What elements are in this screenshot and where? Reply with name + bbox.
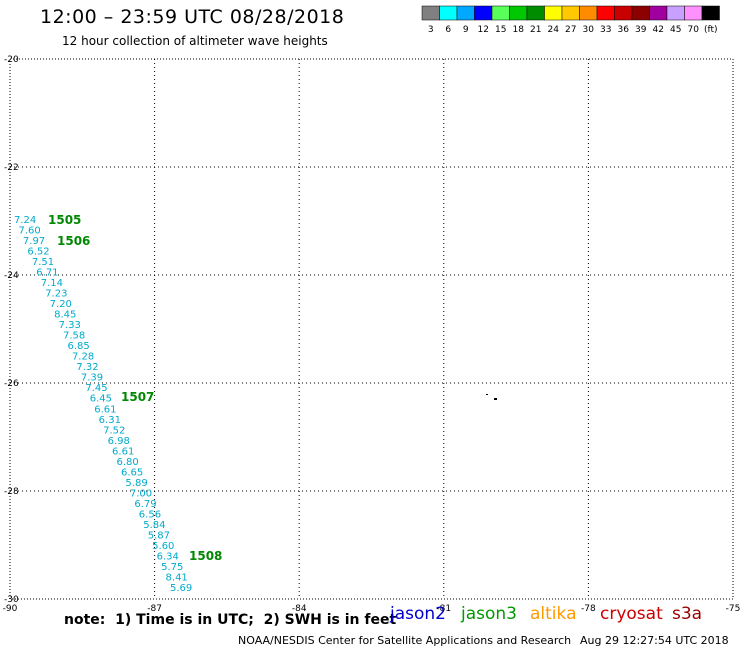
legend-label: 3: [428, 25, 434, 35]
chart-subtitle: 12 hour collection of altimeter wave hei…: [62, 34, 328, 48]
wave-height-value: 7.00: [130, 488, 152, 499]
satellite-cryosat: cryosat: [600, 604, 663, 624]
wave-height-value: 5.60: [152, 541, 174, 552]
latitude-label: -24: [4, 271, 19, 281]
longitude-label: -75: [726, 604, 740, 614]
wave-height-value: 6.85: [67, 341, 89, 352]
wave-height-value: 7.28: [72, 352, 94, 363]
wave-height-value: 7.20: [50, 299, 72, 310]
pass-time-label: 1505: [48, 213, 81, 227]
wave-height-value: 7.58: [63, 331, 85, 342]
wave-height-value: 6.52: [27, 247, 49, 258]
satellite-jason2: jason2: [390, 604, 446, 624]
color-legend: 3 6 9 12 15 18 21 24 27 30 33 36 39 42 45 70 (ft): [421, 5, 720, 35]
legend-label: 30: [583, 25, 595, 35]
island-mark: [494, 398, 497, 400]
pass-time-labels: 1505 1506 1507 1508: [48, 213, 222, 563]
pass-time-label: 1506: [57, 234, 90, 248]
legend-label: 21: [530, 25, 541, 35]
legend-unit: (ft): [704, 25, 718, 35]
wave-height-value: 6.56: [139, 509, 161, 520]
map-frame: [9, 58, 734, 600]
wave-height-value: 6.98: [108, 436, 130, 447]
wave-height-value: 6.31: [99, 415, 121, 426]
legend-label: 27: [565, 25, 576, 35]
wave-height-value: 7.39: [81, 373, 103, 384]
island-mark: [486, 394, 488, 395]
legend-label: 33: [600, 25, 611, 35]
units-note: note: 1) Time is in UTC; 2) SWH is in fe…: [64, 612, 397, 628]
legend-label: 6: [445, 25, 451, 35]
longitude-labels: -90 -87 -84 -81 -78 -75: [3, 604, 740, 614]
longitude-label: -78: [581, 604, 596, 614]
wave-height-value: 6.79: [134, 499, 156, 510]
legend-label: 39: [635, 25, 647, 35]
grid-lines: [10, 59, 733, 599]
latitude-labels: -20 -22 -24 -26 -28 -30: [4, 55, 19, 605]
longitude-label: -87: [147, 604, 162, 614]
legend-label: 70: [688, 25, 700, 35]
satellite-s3a: s3a: [672, 604, 703, 624]
wave-height-value: 7.33: [59, 320, 81, 331]
wave-height-value: 7.45: [85, 383, 107, 394]
wave-height-value: 7.32: [76, 362, 98, 373]
island-marks: [486, 394, 497, 400]
wave-height-value: 6.61: [94, 404, 116, 415]
wave-height-value: 5.75: [161, 562, 183, 573]
legend-label: 12: [478, 25, 489, 35]
legend-label: 36: [618, 25, 630, 35]
latitude-label: -20: [4, 55, 19, 65]
chart-title: 12:00 – 23:59 UTC 08/28/2018: [40, 6, 345, 28]
wave-height-value: 7.97: [23, 236, 45, 247]
wave-height-value: 5.87: [148, 530, 170, 541]
generated-timestamp: Aug 29 12:27:54 UTC 2018: [580, 634, 729, 647]
wave-height-value: 7.24: [14, 215, 36, 226]
wave-height-value: 6.80: [117, 457, 139, 468]
wave-height-value: 7.14: [41, 278, 63, 289]
pass-time-label: 1508: [189, 549, 222, 563]
wave-height-value: 6.45: [90, 394, 112, 405]
satellite-jason3: jason3: [461, 604, 517, 624]
wave-height-value: 6.65: [121, 467, 143, 478]
footer-credit: NOAA/NESDIS Center for Satellite Applica…: [238, 634, 572, 647]
legend-swatch: [701, 5, 720, 21]
altimeter-track: 7.247.607.976.527.516.717.147.237.208.45…: [14, 215, 192, 594]
wave-height-value: 5.89: [125, 478, 147, 489]
legend-label: 24: [548, 25, 560, 35]
wave-height-value: 7.51: [32, 257, 54, 268]
satellite-altika: altika: [530, 604, 577, 624]
wave-height-value: 5.84: [143, 520, 165, 531]
wave-height-value: 7.23: [45, 289, 67, 300]
longitude-label: -81: [436, 604, 451, 614]
longitude-label: -84: [292, 604, 307, 614]
pass-time-label: 1507: [121, 390, 154, 404]
wave-height-value: 7.52: [103, 425, 125, 436]
wave-height-value: 6.61: [112, 446, 134, 457]
longitude-label: -90: [3, 604, 18, 614]
latitude-label: -30: [4, 595, 19, 605]
latitude-label: -28: [4, 487, 19, 497]
latitude-label: -26: [4, 379, 19, 389]
wave-height-value: 8.45: [54, 310, 76, 321]
legend-label: 9: [463, 25, 469, 35]
wave-height-value: 7.60: [18, 226, 40, 237]
wave-height-value: 8.41: [166, 572, 188, 583]
legend-label: 45: [670, 25, 681, 35]
wave-height-value: 6.71: [36, 268, 58, 279]
latitude-label: -22: [4, 163, 19, 173]
legend-label: 15: [495, 25, 506, 35]
legend-label: 42: [653, 25, 664, 35]
wave-height-value: 5.69: [170, 583, 192, 594]
legend-label: 18: [513, 25, 525, 35]
wave-height-value: 6.34: [157, 551, 179, 562]
